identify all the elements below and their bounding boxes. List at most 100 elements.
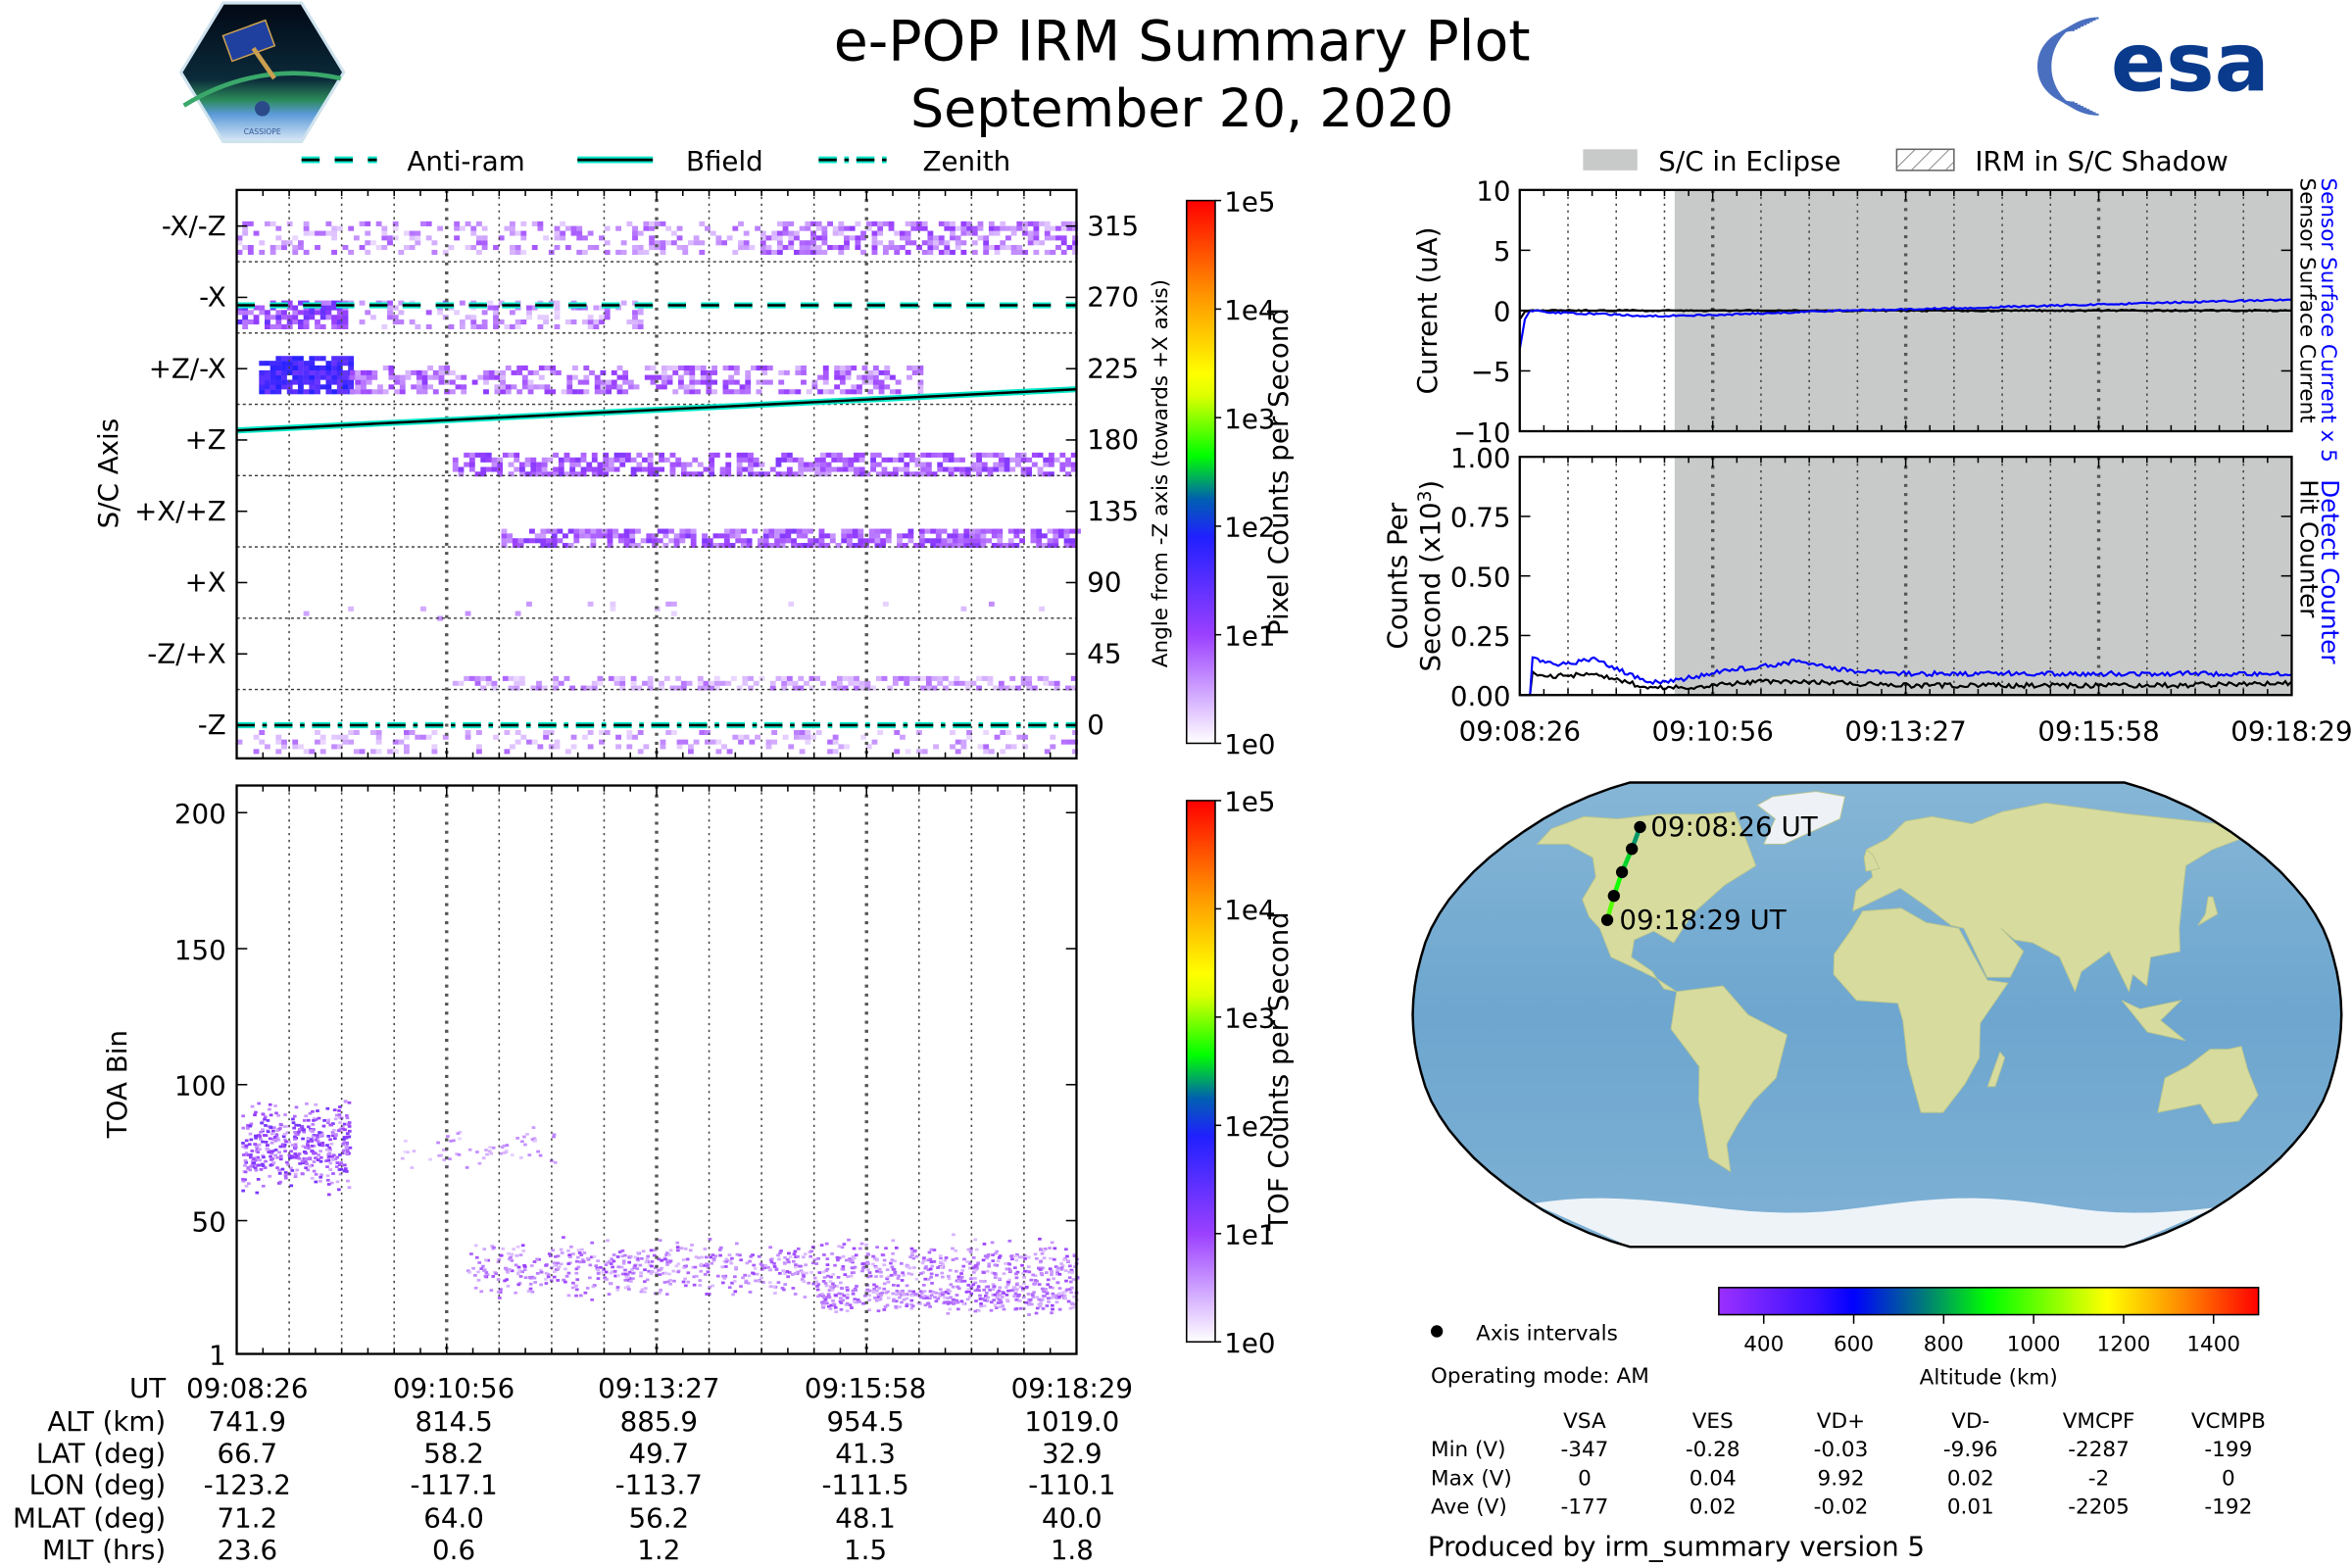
heatmap-cell <box>1072 225 1078 231</box>
heatmap-cell <box>1005 225 1011 231</box>
scatter-point <box>273 1139 278 1143</box>
heatmap-cell <box>842 675 849 681</box>
scatter-point <box>969 1292 974 1296</box>
heatmap-cell <box>512 538 518 544</box>
heatmap-cell <box>890 374 896 380</box>
heatmap-cell <box>976 471 982 477</box>
scatter-point <box>773 1292 777 1295</box>
scatter-point <box>588 1276 592 1280</box>
heatmap-cell <box>743 734 750 740</box>
heatmap-cell <box>930 538 937 544</box>
heatmap-cell <box>281 384 287 390</box>
heatmap-cell <box>438 379 445 385</box>
heatmap-cell <box>265 361 270 367</box>
heatmap-cell <box>607 533 613 539</box>
heatmap-cell <box>954 466 960 472</box>
heatmap-cell <box>493 734 499 740</box>
heatmap-cell <box>554 739 561 745</box>
heatmap-cell <box>365 249 371 255</box>
scatter-point <box>999 1300 1004 1304</box>
scatter-point <box>1007 1278 1012 1282</box>
scatter-point <box>799 1269 804 1273</box>
scatter-point <box>643 1280 647 1284</box>
heatmap-cell <box>388 384 395 390</box>
scatter-point <box>986 1285 991 1289</box>
axis-interval-marker <box>1634 820 1646 834</box>
scatter-point <box>343 1100 348 1103</box>
scatter-point <box>348 1146 353 1150</box>
heatmap-cell <box>627 379 634 385</box>
heatmap-cell <box>309 310 316 316</box>
scatter-point <box>640 1288 645 1292</box>
scatter-point <box>1012 1286 1017 1290</box>
scatter-point <box>649 1249 654 1252</box>
heatmap-cell <box>392 739 399 745</box>
scatter-point <box>706 1265 710 1269</box>
ephemeris-row-label: LON (deg) <box>29 1469 167 1501</box>
scatter-point <box>875 1269 879 1273</box>
scatter-point <box>967 1290 971 1294</box>
heatmap-cell <box>292 249 299 255</box>
altitude-tick-label: 1400 <box>2186 1332 2240 1356</box>
heatmap-cell <box>514 739 521 745</box>
heatmap-cell <box>577 389 584 395</box>
scatter-point <box>852 1271 856 1274</box>
scatter-point <box>282 1125 287 1128</box>
heatmap-cell <box>998 452 1004 458</box>
scatter-point <box>284 1176 288 1180</box>
heatmap-cell <box>361 384 367 390</box>
heatmap-cell <box>943 457 949 463</box>
heatmap-cell <box>270 369 276 375</box>
scatter-point <box>998 1277 1002 1281</box>
heatmap-cell <box>632 230 638 236</box>
heatmap-cell <box>825 462 832 467</box>
scatter-point <box>794 1263 798 1266</box>
heatmap-cell <box>1037 471 1044 477</box>
heatmap-cell <box>336 744 343 750</box>
scatter-point <box>268 1102 272 1106</box>
heatmap-cell <box>1063 543 1070 549</box>
scatter-point <box>475 1151 479 1153</box>
scatter-point <box>912 1266 916 1269</box>
heatmap-cell <box>616 365 623 370</box>
scatter-point <box>911 1256 916 1260</box>
scatter-point <box>710 1284 715 1288</box>
heatmap-cell <box>904 680 910 686</box>
heatmap-cell <box>887 457 894 463</box>
scatter-point <box>886 1290 890 1294</box>
heatmap-cell <box>527 369 534 375</box>
scatter-point <box>338 1105 342 1108</box>
scatter-point <box>1022 1276 1026 1279</box>
scatter-point <box>452 1139 456 1143</box>
heatmap-cell <box>697 675 704 681</box>
heatmap-cell <box>676 245 683 251</box>
scatter-point <box>512 1248 515 1250</box>
scatter-point <box>929 1294 934 1298</box>
scatter-point <box>516 1265 521 1269</box>
colorbar-gradient <box>1186 800 1216 1343</box>
heatmap-cell <box>487 305 494 311</box>
heatmap-cell <box>953 533 958 539</box>
scatter-point <box>834 1310 839 1313</box>
scatter-point <box>510 1153 514 1156</box>
heatmap-cell <box>342 356 349 362</box>
heatmap-cell <box>736 457 743 463</box>
scatter-point <box>909 1247 914 1250</box>
heatmap-cell <box>601 533 608 539</box>
scatter-point <box>505 1278 509 1282</box>
scatter-point <box>1017 1294 1021 1297</box>
heatmap-cell <box>909 471 915 477</box>
scatter-point <box>973 1277 977 1280</box>
heatmap-cell <box>1004 685 1010 691</box>
heatmap-cell <box>733 369 740 375</box>
heatmap-cell <box>342 369 349 375</box>
scatter-point <box>900 1262 904 1265</box>
scatter-point <box>314 1172 318 1176</box>
heatmap-cell <box>1072 245 1078 251</box>
heatmap-cell <box>868 538 875 544</box>
scatter-point <box>882 1308 887 1311</box>
heatmap-cell <box>524 457 531 463</box>
scatter-point <box>300 1172 305 1175</box>
heatmap-cell <box>742 457 749 463</box>
heatmap-cell <box>420 734 426 740</box>
